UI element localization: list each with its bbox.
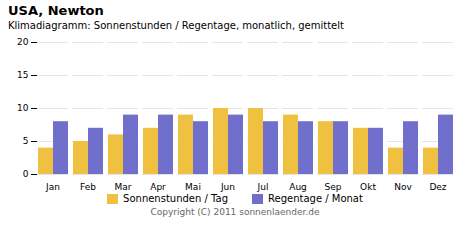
svg-text:Mar: Mar [115,182,132,192]
svg-text:5: 5 [23,136,29,146]
svg-text:Mai: Mai [185,182,201,192]
svg-text:Feb: Feb [80,182,96,192]
svg-text:Sep: Sep [325,182,342,192]
svg-text:10: 10 [17,103,29,113]
svg-text:Aug: Aug [289,182,307,192]
svg-text:15: 15 [17,70,28,80]
html-text:Klimadiagramm: Sonnenstunden /: Klimadiagramm: Sonnenstunden / Regentage… [8,20,344,31]
svg-text:Apr: Apr [150,182,166,192]
svg-text:Jul: Jul [257,182,269,192]
svg-text:Nov: Nov [394,182,412,192]
svg-text:Dez: Dez [429,182,446,192]
svg-text:Jan: Jan [45,182,60,192]
html-text:Regentage / Monat: Regentage / Monat [268,193,363,204]
html-text:Copyright (C) 2011 sonnenlaend: Copyright (C) 2011 sonnenlaender.de [150,207,320,217]
svg-text:0: 0 [23,169,29,179]
html-text:Sonnenstunden / Tag: Sonnenstunden / Tag [123,193,228,204]
html-text:USA, Newton: USA, Newton [8,3,104,18]
svg-text:20: 20 [17,37,29,47]
svg-text:Jun: Jun [220,182,235,192]
svg-text:Okt: Okt [360,182,376,192]
